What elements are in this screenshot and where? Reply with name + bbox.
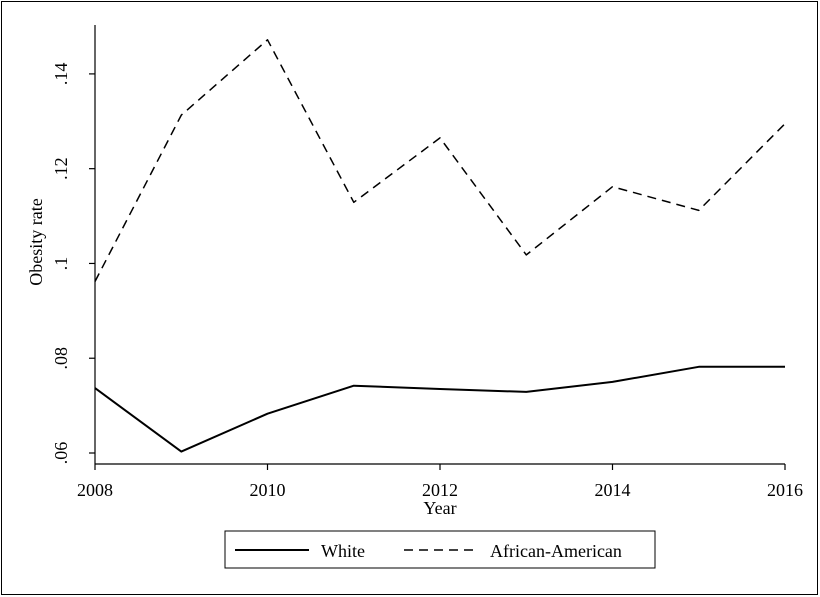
y-ticks: .06 .08 .1 .12 .14 [51, 63, 95, 465]
x-tick-label: 2008 [77, 480, 113, 500]
y-tick-label: .06 [51, 442, 71, 465]
legend: White African-American [224, 530, 656, 569]
series-line-african-american [94, 39, 786, 282]
x-tick-label: 2016 [767, 480, 803, 500]
y-tick-label: .08 [51, 347, 71, 370]
x-tick-label: 2010 [250, 480, 286, 500]
axes: 2008 2010 2012 2014 2016 .06 .08 .1 .12 .14 [51, 25, 803, 500]
x-tick-label: 2014 [595, 480, 631, 500]
y-tick-label: .12 [51, 157, 71, 180]
x-tick-label: 2012 [422, 480, 458, 500]
series-layer [94, 39, 786, 453]
x-ticks: 2008 2010 2012 2014 2016 [77, 464, 803, 500]
legend-label-african-american: African-American [490, 541, 622, 561]
legend-label-white: White [321, 541, 365, 561]
y-tick-label: .1 [51, 257, 71, 271]
x-axis-title: Year [423, 498, 456, 518]
series-line-white [94, 365, 785, 453]
y-tick-label: .14 [51, 63, 71, 86]
y-axis-title: Obesity rate [26, 198, 46, 285]
